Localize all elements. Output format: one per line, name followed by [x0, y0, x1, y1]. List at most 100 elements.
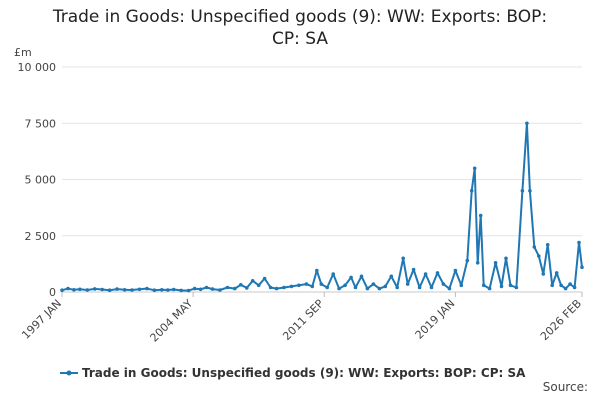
- data-point: [371, 282, 376, 286]
- data-point: [274, 286, 279, 291]
- data-point: [122, 288, 127, 292]
- legend-swatch-marker: [66, 370, 72, 376]
- data-point: [107, 288, 112, 293]
- data-point: [218, 288, 222, 292]
- data-point: [401, 256, 406, 261]
- data-point: [435, 271, 440, 275]
- data-point: [210, 287, 215, 291]
- data-point: [60, 288, 64, 293]
- data-point: [389, 274, 394, 279]
- data-point: [504, 256, 508, 261]
- data-point: [487, 286, 492, 291]
- data-point: [472, 166, 477, 171]
- data-point: [204, 285, 209, 290]
- y-tick-label: 10 000: [18, 61, 57, 74]
- y-tick-label: 5 000: [25, 174, 57, 187]
- data-point: [304, 282, 309, 286]
- data-point: [514, 285, 519, 290]
- data-point: [85, 288, 90, 292]
- data-point: [383, 284, 388, 289]
- data-point: [233, 286, 237, 291]
- data-point: [563, 286, 568, 291]
- data-point: [239, 283, 243, 287]
- data-point: [166, 288, 170, 292]
- y-tick-label: 2 500: [25, 230, 57, 243]
- source-label: Source:: [542, 380, 588, 394]
- data-point: [447, 286, 452, 291]
- data-point: [137, 287, 142, 292]
- data-point: [520, 189, 525, 193]
- data-point: [262, 276, 267, 281]
- data-point: [481, 283, 486, 288]
- data-point: [577, 240, 581, 245]
- data-point: [325, 285, 330, 290]
- data-point: [250, 279, 255, 283]
- data-point: [225, 285, 230, 290]
- data-point: [429, 285, 434, 290]
- data-point: [465, 258, 470, 263]
- data-point: [550, 283, 554, 288]
- data-point: [256, 283, 261, 288]
- data-point: [245, 286, 249, 290]
- data-point: [537, 254, 541, 258]
- data-point: [310, 284, 315, 289]
- data-point: [568, 282, 572, 286]
- data-point: [478, 213, 483, 218]
- series-line: [61, 122, 583, 292]
- data-point: [100, 287, 104, 292]
- y-axis-unit: £m: [14, 46, 32, 59]
- data-point: [152, 288, 157, 293]
- x-tick-label: 2019 JAN: [413, 297, 458, 342]
- data-point: [72, 288, 76, 292]
- data-point: [559, 283, 563, 288]
- x-tick-label: 1997 JAN: [19, 297, 64, 342]
- data-point: [580, 265, 584, 270]
- data-point: [453, 268, 458, 273]
- chart-title-line-2: CP: SA: [272, 29, 328, 49]
- data-point: [289, 284, 294, 289]
- data-point: [532, 245, 537, 249]
- legend-label[interactable]: Trade in Goods: Unspecified goods (9): W…: [82, 366, 526, 380]
- x-tick-label: 2026 FEB: [538, 297, 584, 343]
- data-point: [441, 282, 446, 286]
- x-tick-label: 2004 MAY: [148, 297, 196, 345]
- data-point: [268, 285, 273, 290]
- data-point: [554, 271, 559, 275]
- data-point: [459, 283, 464, 288]
- data-point: [349, 275, 353, 280]
- data-point: [145, 286, 149, 291]
- data-point: [319, 282, 324, 286]
- data-point: [525, 121, 529, 126]
- data-point: [331, 272, 336, 276]
- x-tick-label: 2011 SEP: [280, 297, 326, 343]
- data-point: [343, 283, 347, 288]
- data-point: [171, 287, 176, 292]
- data-point: [395, 285, 400, 290]
- data-point: [377, 286, 382, 291]
- y-tick-label: 7 500: [25, 117, 57, 130]
- data-point: [545, 243, 550, 247]
- data-point: [297, 283, 301, 288]
- data-point: [337, 286, 341, 291]
- chart-title-line-1: Trade in Goods: Unspecified goods (9): W…: [52, 7, 548, 27]
- data-point: [365, 286, 370, 291]
- data-point: [282, 285, 286, 290]
- data-point: [198, 287, 203, 292]
- y-tick-label: 0: [49, 286, 56, 299]
- data-point: [93, 287, 97, 291]
- data-point: [469, 189, 474, 193]
- data-point: [541, 272, 546, 276]
- data-point: [528, 189, 532, 193]
- data-point: [315, 268, 319, 273]
- data-point: [411, 267, 416, 272]
- data-point: [160, 288, 164, 292]
- data-point: [475, 261, 480, 265]
- data-point: [186, 288, 191, 293]
- data-point: [130, 288, 134, 292]
- data-point: [572, 285, 577, 290]
- data-point: [179, 288, 183, 293]
- data-point: [499, 284, 504, 289]
- data-point: [353, 285, 358, 290]
